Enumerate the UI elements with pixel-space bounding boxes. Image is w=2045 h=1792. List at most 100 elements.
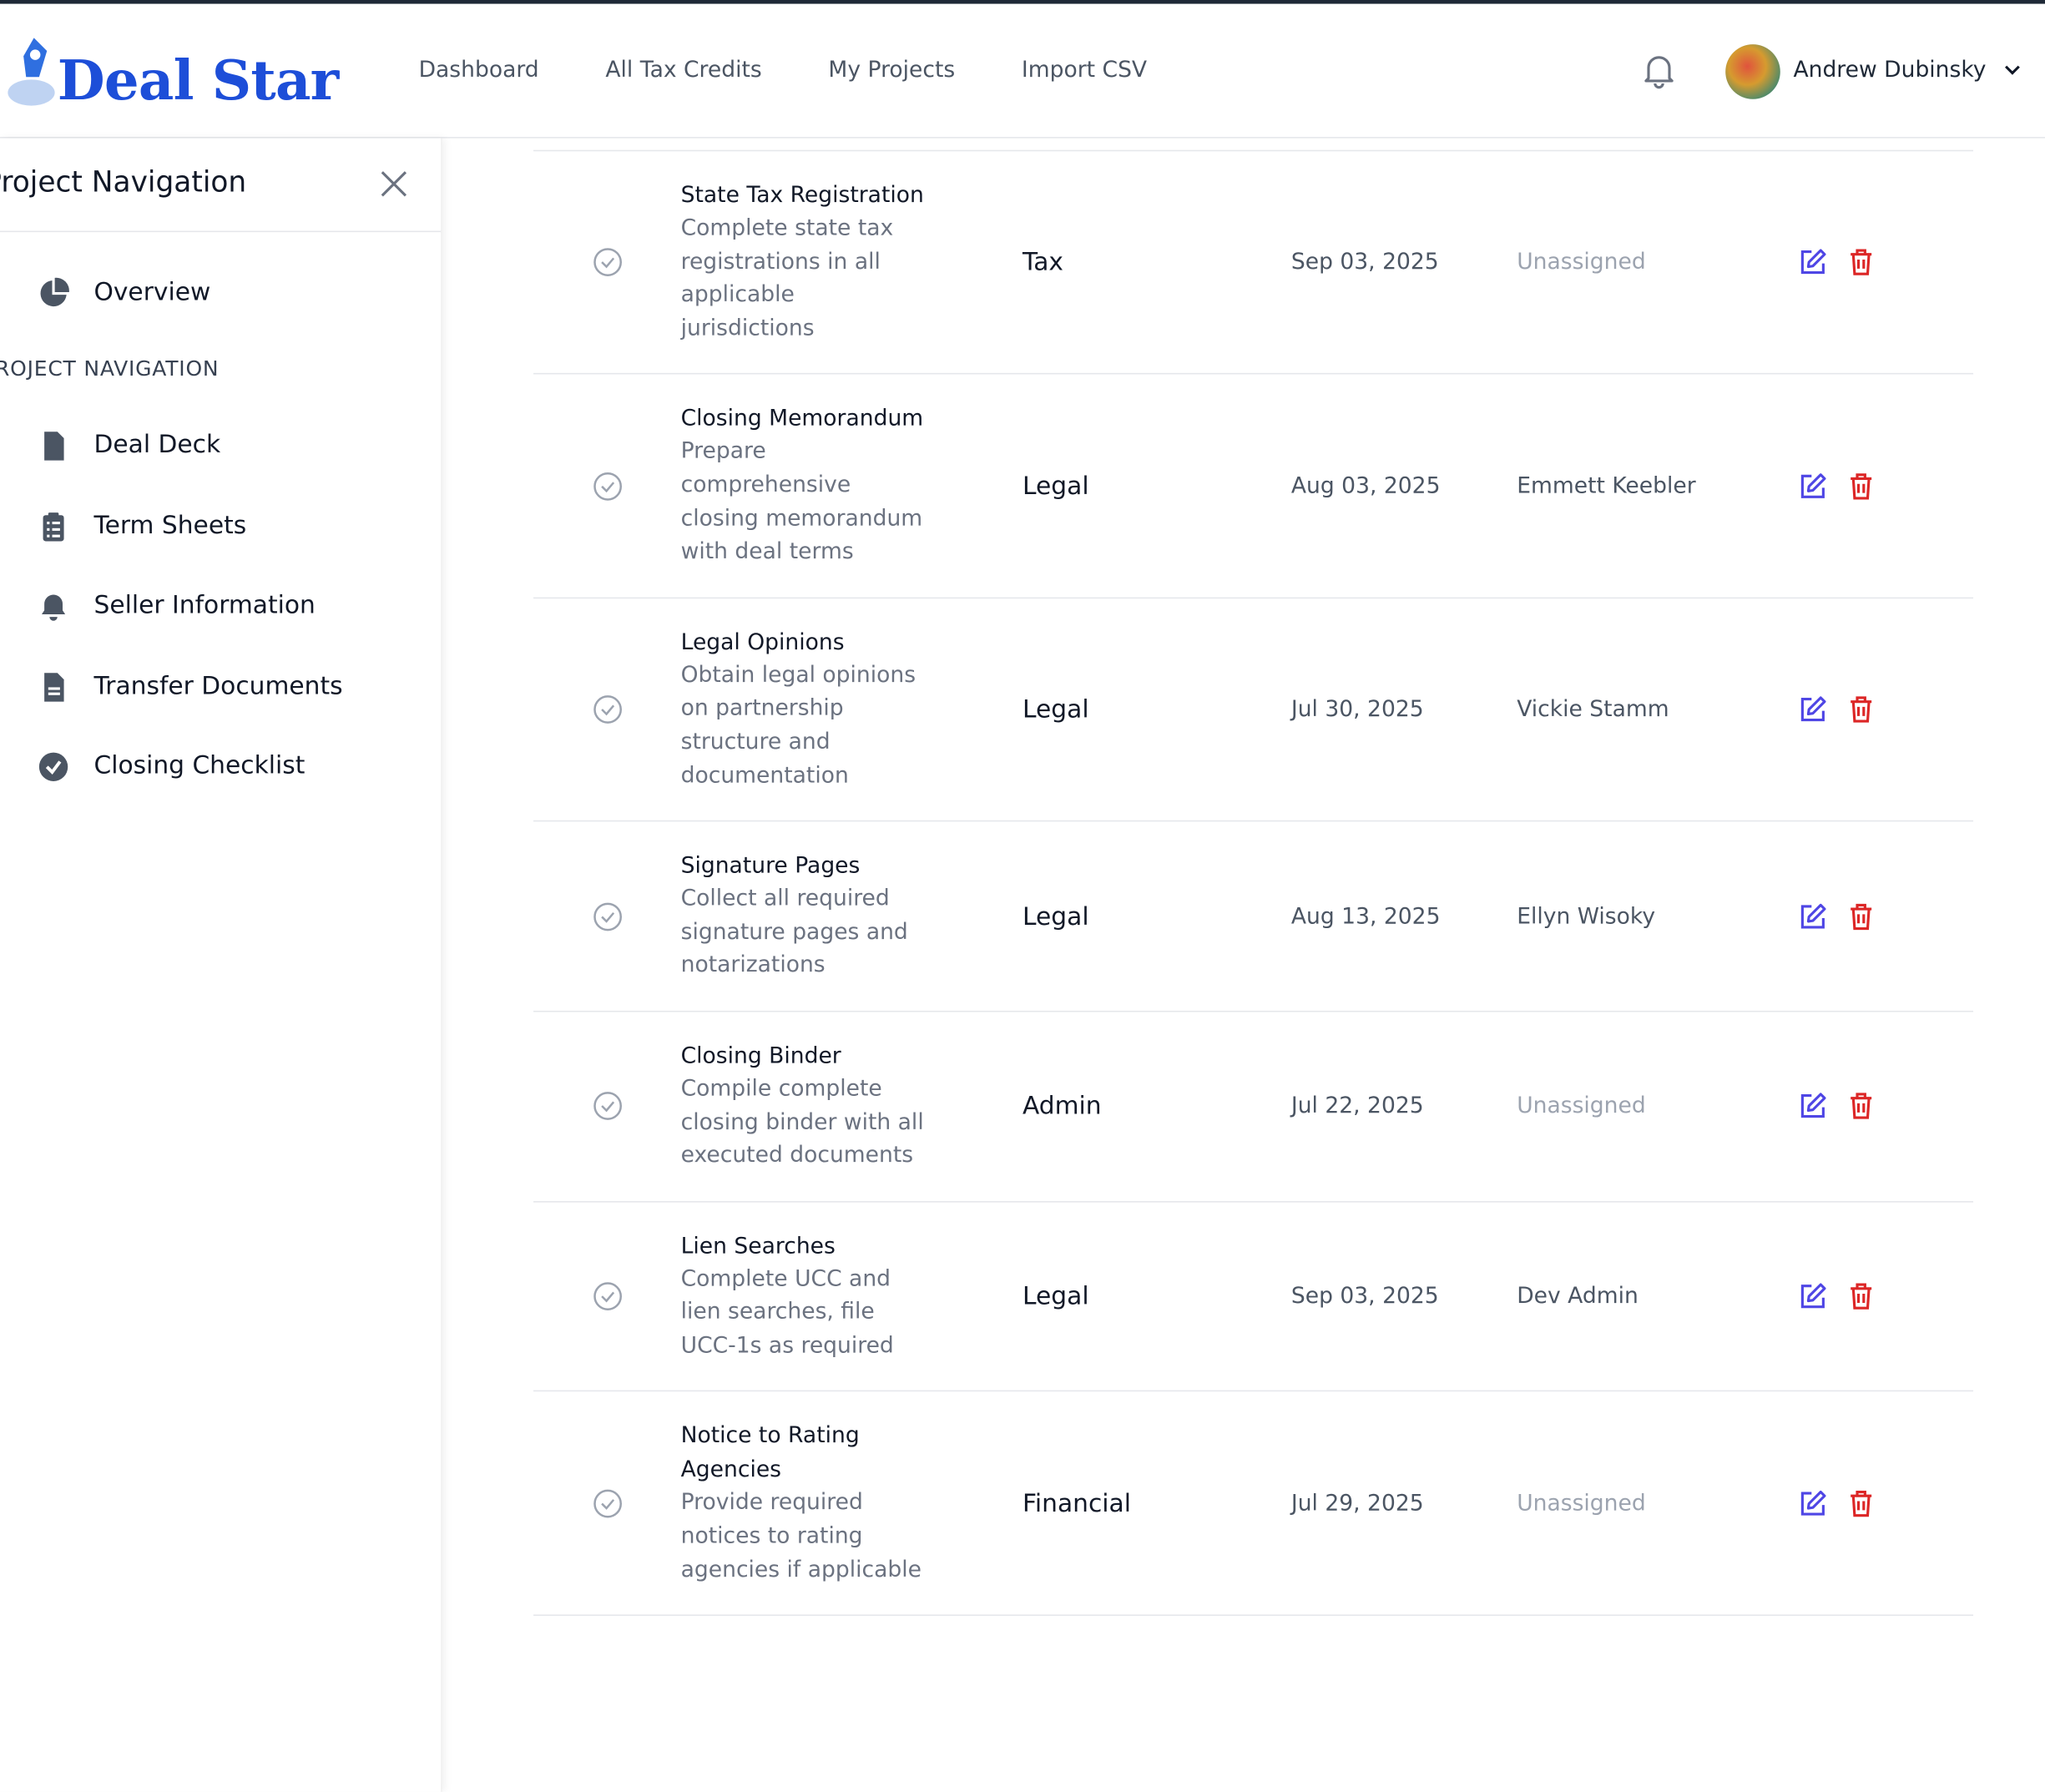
task-row: State Tax Registration Complete state tax…	[533, 151, 1974, 376]
task-title: Closing Memorandum	[680, 406, 924, 432]
task-cell: Notice to Rating Agencies Provide require…	[681, 1420, 1022, 1588]
header: Deal Star Dashboard All Tax Credits My P…	[0, 3, 2045, 139]
delete-button[interactable]	[1847, 695, 1876, 724]
task-assignee: Unassigned	[1517, 1490, 1646, 1517]
status-cell	[476, 247, 680, 279]
actions	[1799, 1282, 1876, 1310]
task-row: Notice to Rating Agencies Provide require…	[533, 1392, 1974, 1617]
actions	[1799, 248, 1876, 276]
close-sidebar[interactable]	[380, 169, 408, 198]
sidebar-link[interactable]: Seller Information	[93, 590, 316, 620]
task-cell: Lien Searches Complete UCC and lien searc…	[681, 1229, 1022, 1364]
delete-button[interactable]	[1847, 1489, 1876, 1517]
status-cell	[476, 694, 680, 725]
nav-link[interactable]: Import CSV	[1021, 57, 1148, 83]
nav-link[interactable]: My Projects	[828, 57, 956, 83]
edit-button[interactable]	[1799, 901, 1827, 930]
sidebar-link[interactable]: Closing Checklist	[93, 751, 305, 780]
task-row: Signature Pages Collect all required sign…	[533, 822, 1974, 1012]
task-category: Financial	[1022, 1489, 1132, 1518]
task-date: Sep 03, 2025	[1290, 249, 1439, 275]
task-description: Provide required notices to rating agenc…	[680, 1490, 922, 1583]
sidebar-title: Project Navigation	[0, 167, 247, 200]
status-toggle[interactable]	[592, 470, 624, 502]
task-description: Prepare comprehensive closing memorandum…	[680, 438, 923, 565]
actions	[1799, 1489, 1876, 1517]
sidebar-link[interactable]: Overview	[93, 277, 211, 307]
edit-button[interactable]	[1799, 1092, 1827, 1120]
task-assignee: Unassigned	[1517, 1093, 1646, 1120]
task-category: Legal	[1022, 471, 1089, 501]
user-menu-toggle[interactable]	[2003, 64, 2022, 78]
divider	[0, 230, 442, 233]
task-assignee: Dev Admin	[1517, 1283, 1639, 1310]
nav-link[interactable]: All Tax Credits	[605, 57, 762, 83]
task-cell: Closing Binder Compile complete closing b…	[681, 1039, 1022, 1174]
status-cell	[476, 1280, 680, 1312]
task-title: State Tax Registration	[680, 182, 924, 209]
overview-icon	[40, 277, 69, 307]
top-bar	[0, 0, 2045, 4]
sidebar-icon	[38, 752, 68, 781]
task-date: Sep 03, 2025	[1290, 1283, 1439, 1310]
task-description: Complete state tax registrations in all …	[680, 215, 894, 342]
task-date: Aug 03, 2025	[1290, 472, 1441, 499]
task-date: Aug 13, 2025	[1290, 903, 1441, 930]
task-description: Compile complete closing binder with all…	[680, 1075, 924, 1169]
status-toggle[interactable]	[592, 901, 624, 932]
task-category: Legal	[1022, 901, 1089, 931]
task-assignee: Ellyn Wisoky	[1517, 903, 1656, 930]
actions	[1799, 695, 1876, 724]
delete-button[interactable]	[1847, 901, 1876, 930]
main-nav: Dashboard All Tax Credits My Projects Im…	[419, 58, 1148, 83]
edit-button[interactable]	[1799, 695, 1827, 724]
task-category: Admin	[1022, 1092, 1102, 1121]
delete-button[interactable]	[1847, 248, 1876, 276]
nav-link[interactable]: Dashboard	[418, 57, 539, 83]
task-description: Complete UCC and lien searches, file UCC…	[680, 1265, 894, 1359]
actions	[1799, 472, 1876, 500]
notifications[interactable]	[1642, 51, 1676, 90]
sidebar-link[interactable]: Transfer Documents	[93, 670, 343, 700]
sidebar-link[interactable]: Term Sheets	[93, 510, 247, 540]
user-name[interactable]: Andrew Dubinsky	[1793, 57, 1987, 83]
task-title: Legal Opinions	[680, 629, 845, 656]
task-date: Jul 29, 2025	[1290, 1490, 1424, 1517]
sidebar-icon	[44, 672, 64, 701]
edit-button[interactable]	[1799, 1282, 1827, 1310]
sidebar-icon	[42, 594, 66, 621]
sidebar-link[interactable]: Deal Deck	[93, 430, 221, 459]
sidebar-icon	[44, 432, 64, 461]
edit-button[interactable]	[1799, 472, 1827, 500]
task-cell: Closing Memorandum Prepare comprehensive …	[681, 402, 1022, 570]
task-cell: Signature Pages Collect all required sign…	[681, 849, 1022, 983]
delete-button[interactable]	[1847, 472, 1876, 500]
status-toggle[interactable]	[592, 1488, 624, 1520]
edit-button[interactable]	[1799, 248, 1827, 276]
task-title: Signature Pages	[680, 853, 861, 880]
status-toggle[interactable]	[592, 1091, 624, 1123]
logo[interactable]: Deal Star	[57, 48, 340, 113]
edit-button[interactable]	[1799, 1489, 1827, 1517]
status-toggle[interactable]	[592, 247, 624, 279]
delete-button[interactable]	[1847, 1092, 1876, 1120]
task-title: Notice to Rating Agencies	[680, 1423, 860, 1484]
delete-button[interactable]	[1847, 1282, 1876, 1310]
task-row: Legal Opinions Obtain legal opinions on p…	[533, 598, 1974, 822]
task-table: State Tax Registration Complete state tax…	[533, 149, 1974, 1617]
status-cell	[476, 470, 680, 502]
avatar[interactable]	[1725, 44, 1780, 99]
task-assignee: Emmett Keebler	[1517, 472, 1696, 499]
task-date: Jul 30, 2025	[1290, 696, 1424, 723]
status-cell	[476, 1091, 680, 1123]
task-category: Legal	[1022, 1282, 1089, 1311]
task-description: Obtain legal opinions on partnership str…	[680, 662, 916, 789]
status-cell	[476, 901, 680, 932]
task-assignee: Vickie Stamm	[1517, 696, 1669, 723]
status-toggle[interactable]	[592, 1280, 624, 1312]
sidebar-icon	[43, 512, 64, 541]
status-toggle[interactable]	[592, 694, 624, 725]
task-category: Legal	[1022, 694, 1089, 724]
